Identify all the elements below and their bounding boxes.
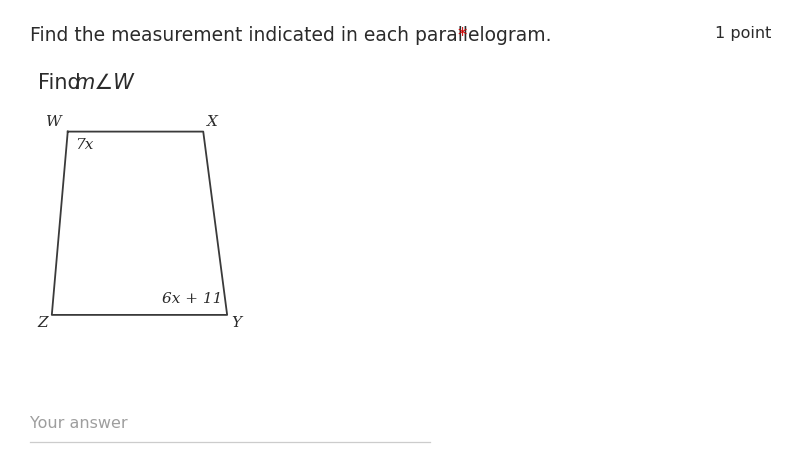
Text: 6x + 11: 6x + 11 bbox=[162, 292, 222, 306]
Text: Find: Find bbox=[38, 73, 88, 93]
Text: X: X bbox=[207, 115, 218, 129]
Text: Y: Y bbox=[231, 316, 241, 330]
Text: W: W bbox=[45, 115, 61, 129]
Text: 1 point: 1 point bbox=[715, 26, 771, 41]
Text: Your answer: Your answer bbox=[30, 416, 128, 431]
Text: *: * bbox=[452, 26, 467, 45]
Text: 7x: 7x bbox=[76, 138, 94, 152]
Text: Z: Z bbox=[37, 316, 48, 330]
Text: m∠W: m∠W bbox=[74, 73, 134, 93]
Text: Find the measurement indicated in each parallelogram.: Find the measurement indicated in each p… bbox=[30, 26, 552, 45]
